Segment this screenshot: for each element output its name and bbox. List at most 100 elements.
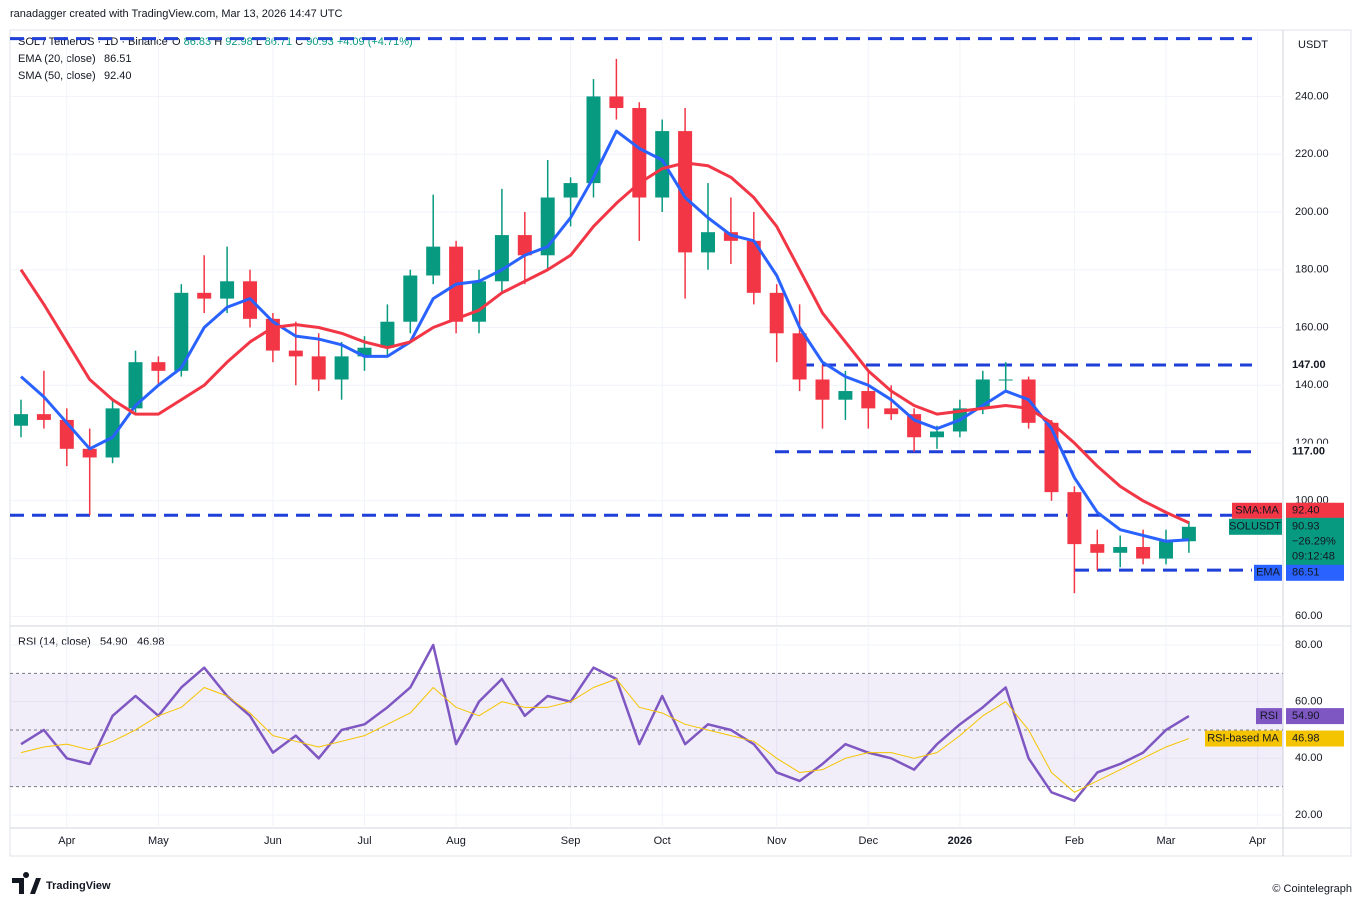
- candle-body: [907, 414, 922, 438]
- legend: SOL / TetherUS · 1D · Binance O 86.83 H …: [18, 36, 413, 648]
- badge-value: 54.90: [1292, 710, 1320, 722]
- rsi-legend: RSI (14, close): [18, 636, 91, 648]
- x-tick-label: Apr: [58, 835, 75, 847]
- candle-body: [884, 408, 899, 415]
- x-tick-label: Sep: [561, 835, 581, 847]
- badge-name: SMA:MA: [1235, 505, 1279, 517]
- ohlc: O 86.83 H 92.98 L 86.71 C 90.93 +4.09 (+…: [172, 36, 413, 48]
- badge-name-bg: [1232, 502, 1282, 519]
- badge-name: EMA: [1256, 567, 1281, 579]
- rsi-ma-badge-bg: [1205, 730, 1282, 747]
- candle-body: [220, 281, 235, 299]
- x-tick-label: Jul: [357, 835, 371, 847]
- ema-legend: EMA (20, close): [18, 53, 96, 65]
- candle-body: [1067, 492, 1082, 545]
- badge-name: RSI: [1260, 710, 1278, 722]
- badge-name-bg: [1254, 564, 1282, 581]
- candle-body: [998, 379, 1013, 381]
- candle-body: [151, 362, 166, 371]
- candle-body: [357, 347, 372, 357]
- indicator-line: [20, 129, 1189, 543]
- level-label: 117.00: [1292, 446, 1325, 458]
- price-badge-change_label: −26.29%: [1292, 536, 1336, 548]
- x-tick-label: Nov: [767, 835, 787, 847]
- candle-body: [746, 240, 761, 293]
- price-badge-bg: [1286, 517, 1344, 566]
- rsi-ma-badge-value-bg: [1286, 730, 1344, 747]
- candle-body: [930, 431, 944, 438]
- candle-body: [1090, 544, 1105, 553]
- candle-body: [678, 131, 693, 253]
- x-tick-label: Mar: [1157, 835, 1176, 847]
- badge-value-bg: [1286, 564, 1344, 581]
- candle-body: [82, 448, 97, 458]
- y-tick-label: 60.00: [1295, 610, 1323, 622]
- ema-legend-value: 86.51: [104, 53, 132, 65]
- candle-body: [14, 414, 28, 426]
- x-tick-label: Apr: [1249, 835, 1266, 847]
- logo-icon: [12, 872, 41, 894]
- candle-body: [311, 356, 326, 380]
- x-tick-label: May: [148, 835, 169, 847]
- candle-body: [769, 292, 784, 334]
- price-badge-name: SOLUSDT: [1229, 521, 1281, 533]
- price-badge-countdown: 09:12:48: [1292, 551, 1335, 563]
- watermark: © Cointelegraph: [1272, 883, 1352, 895]
- x-tick-label: Jun: [264, 835, 282, 847]
- candle-body: [701, 232, 715, 253]
- level-label-bg: [1286, 357, 1334, 374]
- candle-body: [426, 246, 441, 276]
- candle-body: [1044, 422, 1059, 493]
- ohlc-part: H: [214, 36, 222, 48]
- price-badge-name-bg: [1229, 518, 1282, 535]
- y-tick-label: 80.00: [1295, 639, 1323, 651]
- y-tick-label: 220.00: [1295, 148, 1329, 160]
- candle-body: [36, 414, 51, 420]
- rsi-ma-badge-value: 46.98: [1292, 732, 1320, 744]
- ohlc-part: O: [172, 36, 181, 48]
- candle-body: [128, 362, 143, 409]
- candle-body: [197, 292, 212, 299]
- logo-text: TradingView: [46, 880, 111, 892]
- price-badge-last_label: 90.93: [1292, 521, 1320, 533]
- ohlc-part: C: [295, 36, 303, 48]
- y-tick-label: 160.00: [1295, 321, 1329, 333]
- candle-body: [472, 281, 486, 322]
- y-tick-label: 40.00: [1295, 752, 1323, 764]
- candle-body: [975, 379, 990, 409]
- candle-body: [1136, 547, 1151, 559]
- candle-body: [815, 379, 830, 400]
- ohlc-part: L: [256, 36, 262, 48]
- sma-legend: SMA (50, close): [18, 70, 96, 82]
- candle-body: [609, 96, 624, 108]
- badge-value-bg: [1286, 708, 1344, 725]
- y-tick-label: 180.00: [1295, 264, 1329, 276]
- credit: ranadagger created with TradingView.com,…: [10, 8, 342, 20]
- candle-body: [861, 391, 876, 409]
- y-tick-label: 200.00: [1295, 206, 1329, 218]
- candle-body: [403, 275, 418, 322]
- x-tick-label: Oct: [654, 835, 671, 847]
- rsi-legend-value: 54.90: [100, 636, 128, 648]
- x-tick-label: Dec: [859, 835, 879, 847]
- candle-body: [288, 350, 303, 357]
- candle-body: [380, 321, 395, 348]
- candle-body: [632, 107, 647, 198]
- sma-legend-value: 92.40: [104, 70, 132, 82]
- badge-name-bg: [1256, 708, 1282, 725]
- candle-body: [838, 391, 853, 400]
- x-tick-label: Aug: [446, 835, 466, 847]
- rsi-ma-legend-value: 46.98: [137, 636, 165, 648]
- y-tick-label: 20.00: [1295, 809, 1323, 821]
- unit-label: USDT: [1298, 39, 1328, 51]
- level-label-bg: [1286, 443, 1334, 460]
- candle-body: [1181, 526, 1196, 542]
- indicator-line: [19, 161, 1190, 525]
- x-tick-label: Feb: [1065, 835, 1084, 847]
- y-tick-label: 140.00: [1295, 379, 1329, 391]
- level-label: 147.00: [1292, 359, 1326, 371]
- candle-body: [174, 292, 189, 371]
- indicator-line: [20, 678, 1190, 793]
- tradingview-logo: TradingView: [12, 872, 111, 894]
